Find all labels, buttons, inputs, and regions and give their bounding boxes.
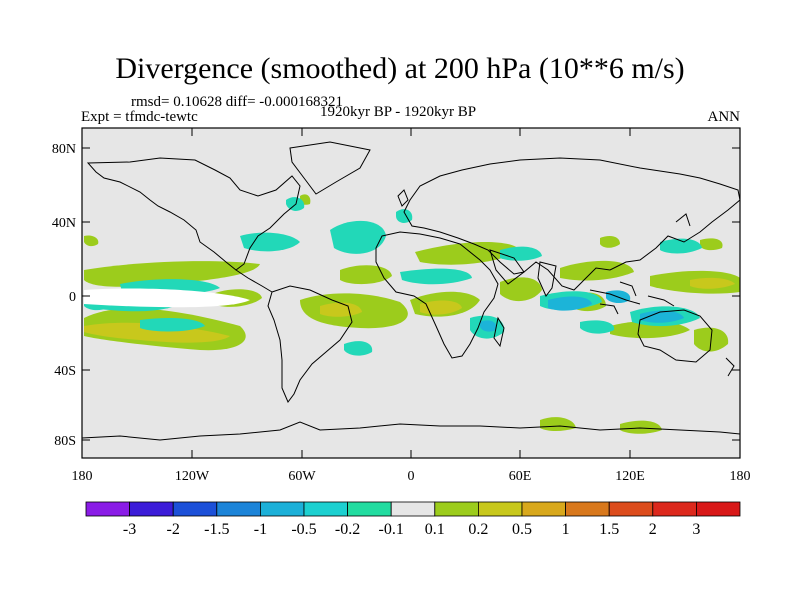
lon-labels: 180 120W 60W 0 60E 120E 180 (72, 469, 751, 484)
season-label: ANN (707, 109, 741, 125)
colorbar-label: -0.2 (335, 521, 360, 538)
colorbar-label: 0.5 (512, 521, 532, 538)
colorbar-label: 0.1 (425, 521, 445, 538)
colorbar-swatch (216, 501, 261, 517)
colorbar-label: -2 (167, 521, 180, 538)
colorbar-label: 2 (649, 521, 657, 538)
colorbar-label: 0.2 (468, 521, 488, 538)
lon-label-60w: 60W (288, 469, 316, 484)
lon-label-0: 0 (408, 469, 415, 484)
strong-negative-anomalies (480, 290, 684, 332)
colorbar-label: -3 (123, 521, 136, 538)
colorbar-labels: -3 -2 -1.5 -1 -0.5 -0.2 -0.1 0.1 0.2 0.5 1 1.5 2 3 (123, 521, 700, 538)
colorbar-swatch (696, 501, 741, 517)
lon-label-180e: 180 (730, 469, 751, 484)
colorbar-swatch (85, 501, 130, 517)
lon-ticks (191, 128, 631, 458)
lat-label-0: 0 (69, 290, 76, 305)
divergence-field (82, 141, 740, 441)
strong-positive-anomalies (84, 277, 735, 343)
colorbar-swatch (521, 501, 566, 517)
colorbar-swatch (477, 501, 523, 517)
colorbar-swatch (259, 501, 305, 517)
colorbar-label: 1 (562, 521, 570, 538)
colorbar-swatch (565, 501, 610, 517)
colorbar-swatch (129, 501, 174, 517)
lon-label-180w: 180 (72, 469, 93, 484)
lon-label-120e: 120E (615, 469, 645, 484)
lat-ticks (82, 147, 740, 441)
colorbar-label: 3 (692, 521, 700, 538)
lat-labels: 80N 40N 0 40S 80S (52, 142, 76, 449)
colorbar-swatch (652, 501, 697, 517)
colorbar-label: -1 (254, 521, 267, 538)
colorbar-label: -0.1 (379, 521, 404, 538)
colorbar-swatch (434, 501, 479, 517)
experiment-label: Expt = tfmdc-tewtc (81, 109, 198, 125)
colorbar (85, 501, 741, 517)
lat-label-80n: 80N (52, 142, 76, 157)
coastlines (82, 141, 740, 441)
colorbar-label: 1.5 (599, 521, 619, 538)
colorbar-swatch (172, 501, 218, 517)
colorbar-label: -1.5 (204, 521, 229, 538)
map-title: Divergence (smoothed) at 200 hPa (10**6 … (115, 52, 685, 85)
lat-label-80s: 80S (54, 434, 76, 449)
lat-label-40s: 40S (54, 364, 76, 379)
colorbar-label: -0.5 (291, 521, 316, 538)
lat-label-40n: 40N (52, 216, 76, 231)
neutral-white-bands (84, 288, 250, 308)
stats-text: rmsd= 0.10628 diff= -0.000168321 (131, 94, 344, 110)
colorbar-swatch (347, 501, 392, 517)
colorbar-swatch (608, 501, 654, 517)
colorbar-swatch (303, 501, 348, 517)
period-label: 1920kyr BP - 1920kyr BP (320, 104, 477, 120)
colorbar-swatch (390, 501, 436, 517)
lon-label-60e: 60E (509, 469, 532, 484)
lon-label-120w: 120W (175, 469, 210, 484)
